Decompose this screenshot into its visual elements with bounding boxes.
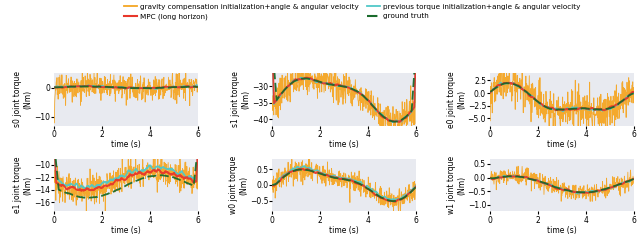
Y-axis label: e0 joint torque
(Nm): e0 joint torque (Nm)	[447, 71, 466, 128]
Y-axis label: w0 joint torque
(Nm): w0 joint torque (Nm)	[229, 156, 248, 214]
X-axis label: time (s): time (s)	[329, 226, 359, 235]
X-axis label: time (s): time (s)	[111, 140, 141, 149]
Y-axis label: e1 joint torque
(Nm): e1 joint torque (Nm)	[13, 157, 33, 213]
X-axis label: time (s): time (s)	[329, 140, 359, 149]
X-axis label: time (s): time (s)	[547, 226, 577, 235]
X-axis label: time (s): time (s)	[547, 140, 577, 149]
Y-axis label: w1 joint torque
(Nm): w1 joint torque (Nm)	[447, 156, 466, 214]
Legend: gravity compensation initialization+angle & angular velocity, MPC (long horizon): gravity compensation initialization+angl…	[124, 4, 580, 20]
Y-axis label: s1 joint torque
(Nm): s1 joint torque (Nm)	[231, 71, 251, 127]
X-axis label: time (s): time (s)	[111, 226, 141, 235]
Y-axis label: s0 joint torque
(Nm): s0 joint torque (Nm)	[13, 71, 33, 127]
